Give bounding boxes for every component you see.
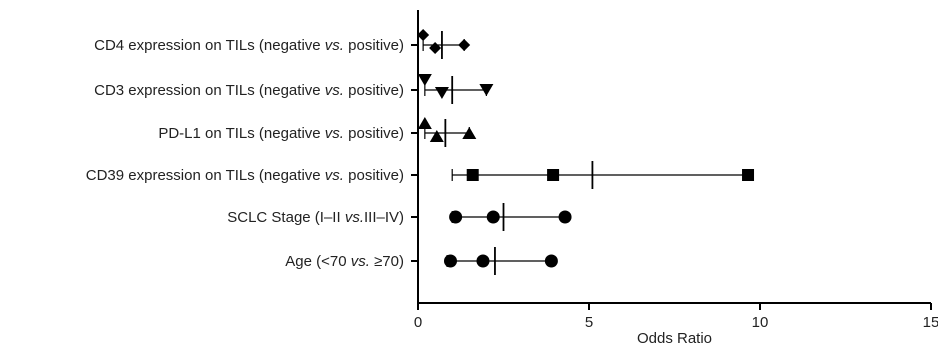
marker-point xyxy=(449,210,463,224)
marker-point xyxy=(476,254,490,268)
marker-point xyxy=(417,117,432,129)
marker-point xyxy=(417,29,430,41)
marker-point xyxy=(429,42,442,54)
marker-point xyxy=(742,169,755,181)
row-label: CD4 expression on TILs (negative vs. pos… xyxy=(94,37,404,54)
marker-point xyxy=(544,254,558,268)
marker-point xyxy=(558,210,572,224)
marker-point xyxy=(434,87,449,99)
marker-point xyxy=(466,169,479,181)
row-label: PD-L1 on TILs (negative vs. positive) xyxy=(158,125,404,142)
marker-point xyxy=(417,74,432,86)
x-tick-label: 10 xyxy=(752,314,769,331)
marker-point xyxy=(429,130,444,142)
x-tick-label: 0 xyxy=(414,314,422,331)
row-label: CD3 expression on TILs (negative vs. pos… xyxy=(94,82,404,99)
marker-point xyxy=(547,169,560,181)
marker-point xyxy=(486,210,500,224)
row-label: CD39 expression on TILs (negative vs. po… xyxy=(86,167,404,184)
x-tick-label: 5 xyxy=(585,314,593,331)
marker-point xyxy=(479,84,494,96)
x-tick-label: 15 xyxy=(923,314,938,331)
marker-point xyxy=(462,127,477,139)
x-axis-title: Odds Ratio xyxy=(637,330,712,346)
marker-point xyxy=(458,39,471,51)
marker-point xyxy=(443,254,457,268)
row-label: Age (<70 vs. ≥70) xyxy=(285,253,404,270)
row-label: SCLC Stage (I–II vs.III–IV) xyxy=(227,209,404,226)
